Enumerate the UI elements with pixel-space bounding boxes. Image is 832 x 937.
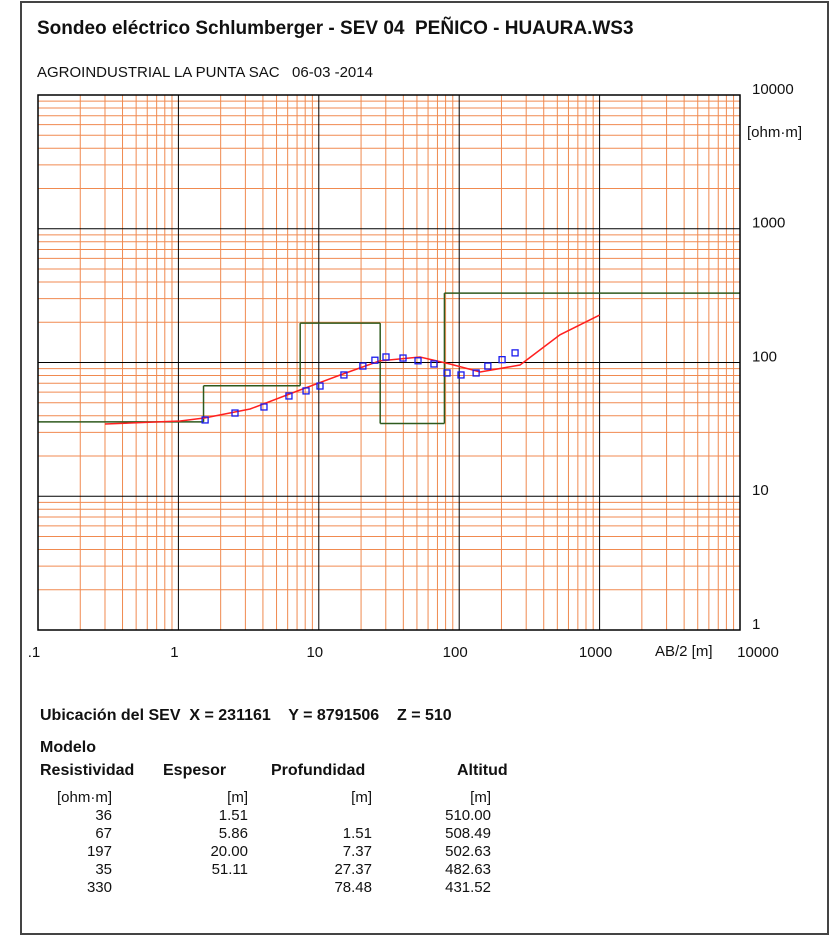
x-tick-label: 10000 <box>737 644 779 661</box>
column-header: Altitud <box>457 762 508 779</box>
model-table: Resistividad Espesor Profundidad Altitud [oh… <box>40 762 508 896</box>
y-tick-label: 1 <box>752 616 760 633</box>
data-point <box>382 353 390 361</box>
y-tick-label: 1000 <box>752 215 785 232</box>
x-tick-label: 100 <box>443 644 468 661</box>
table-cell: 197 <box>87 843 112 860</box>
location: Ubicación del SEV X = 231161 Y = 8791506… <box>40 707 452 724</box>
column-unit: [m] <box>351 789 372 806</box>
table-cell: 67 <box>95 825 112 842</box>
data-point <box>371 356 379 364</box>
table-cell: 27.37 <box>334 861 372 878</box>
data-point <box>340 371 348 379</box>
x-tick-label: .1 <box>28 644 41 661</box>
y-tick-label: 10000 <box>752 81 794 98</box>
table-cell: 330 <box>87 879 112 896</box>
data-point <box>285 392 293 400</box>
table-cell: 510.00 <box>445 807 491 824</box>
table-cell: 502.63 <box>445 843 491 860</box>
frame <box>20 1 829 935</box>
data-point <box>231 409 239 417</box>
y-tick-label: 100 <box>752 348 777 365</box>
model-title: Modelo <box>40 739 96 756</box>
data-point <box>484 362 492 370</box>
y-axis-label: [ohm·m] <box>747 124 802 141</box>
data-point <box>302 387 310 395</box>
plot-frame <box>37 94 741 631</box>
table-cell: 508.49 <box>445 825 491 842</box>
data-point <box>498 356 506 364</box>
chart-subtitle: AGROINDUSTRIAL LA PUNTA SAC 06-03 -2014 <box>37 64 373 81</box>
data-point <box>260 403 268 411</box>
table-cell: 20.00 <box>210 843 248 860</box>
table-cell: 36 <box>95 807 112 824</box>
data-point <box>316 382 324 390</box>
data-point <box>443 369 451 377</box>
column-unit: [m] <box>470 789 491 806</box>
table-cell: 35 <box>95 861 112 878</box>
column-header: Resistividad <box>40 762 134 779</box>
data-point <box>399 354 407 362</box>
data-point <box>414 357 422 365</box>
column-header: Espesor <box>163 762 226 779</box>
column-unit: [m] <box>227 789 248 806</box>
column-unit: [ohm·m] <box>57 789 112 806</box>
marks <box>38 292 740 425</box>
data-point <box>457 371 465 379</box>
y-tick-label: 10 <box>752 482 769 499</box>
column-header: Profundidad <box>271 762 365 779</box>
x-tick-label: 10 <box>306 644 323 661</box>
table-cell: 482.63 <box>445 861 491 878</box>
table-cell: 431.52 <box>445 879 491 896</box>
table-cell: 1.51 <box>219 807 248 824</box>
x-tick-label: 1000 <box>579 644 612 661</box>
data-point <box>201 416 209 424</box>
data-point <box>430 360 438 368</box>
table-cell: 51.11 <box>212 861 248 878</box>
table-cell: 5.86 <box>219 825 248 842</box>
chart-title: Sondeo eléctrico Schlumberger - SEV 04 P… <box>37 17 634 39</box>
data-point <box>511 349 519 357</box>
x-tick-label: 1 <box>170 644 178 661</box>
table-cell: 7.37 <box>343 843 372 860</box>
data-point <box>472 369 480 377</box>
table-cell: 1.51 <box>343 825 372 842</box>
table-cell: 78.48 <box>334 879 372 896</box>
data-point <box>359 362 367 370</box>
x-axis-label: AB/2 [m] <box>655 643 713 660</box>
fit-curve <box>104 314 600 425</box>
grid <box>37 94 741 631</box>
